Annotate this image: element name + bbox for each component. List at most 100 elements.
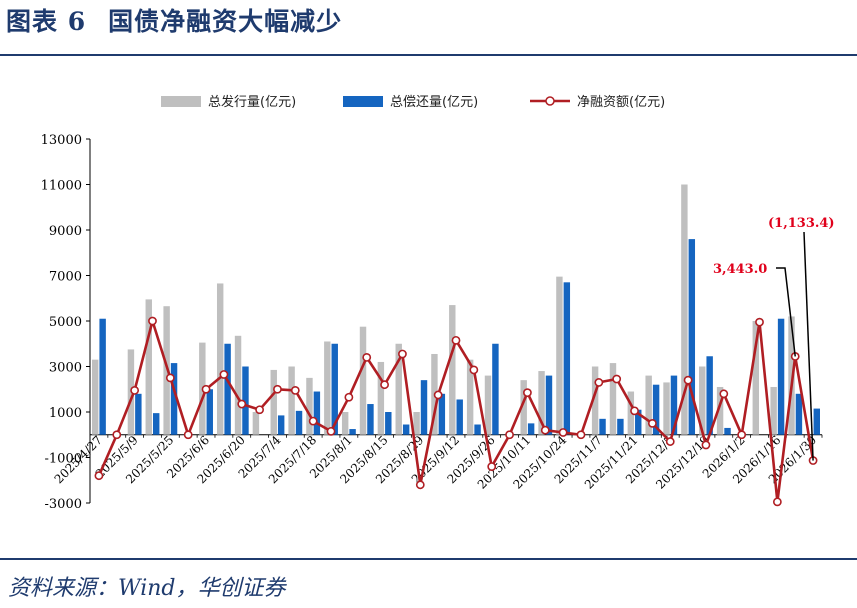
bar-issuance (359, 326, 367, 435)
y-tick-label: 5000 (49, 315, 82, 330)
bar-issuance (716, 386, 724, 435)
bar-repayment (635, 409, 642, 435)
bar-repayment (563, 282, 571, 435)
bar-repayment (385, 412, 392, 435)
y-tick-label: 3000 (49, 361, 82, 376)
bar-repayment (206, 389, 213, 435)
net-financing-point (772, 497, 782, 507)
bar-repayment (813, 408, 821, 435)
bar-repayment (277, 415, 285, 435)
bar-repayment (367, 404, 374, 435)
legend-label-net: 净融资额(亿元) (577, 95, 665, 110)
figure-title: 图表 6 国债净融资大幅减少 (6, 2, 342, 38)
bar-repayment (438, 393, 446, 435)
bar-repayment (295, 410, 303, 435)
bar-issuance (341, 412, 349, 435)
net-financing-point (94, 471, 104, 481)
bar-issuance (270, 369, 277, 435)
bar-issuance (449, 305, 456, 435)
bar-repayment (724, 427, 731, 435)
y-tick-label: 9000 (49, 224, 82, 239)
bar-issuance (591, 366, 599, 435)
footer-divider (0, 558, 857, 560)
bar-repayment (688, 239, 696, 435)
bar-repayment (224, 343, 231, 435)
bar-issuance (663, 382, 670, 435)
net-financing-point (469, 365, 479, 375)
bar-repayment (670, 375, 678, 435)
net-financing-point (523, 388, 532, 398)
net-financing-point (612, 374, 622, 384)
bar-repayment (599, 418, 606, 435)
bar-issuance (324, 341, 331, 435)
bar-repayment (242, 366, 249, 435)
y-tick-label: 11000 (41, 179, 82, 194)
net-financing-point (237, 399, 247, 409)
bar-repayment (545, 375, 553, 435)
bar-repayment (527, 423, 535, 435)
bar-repayment (170, 363, 178, 435)
bar-issuance (538, 371, 545, 435)
legend-label-issuance: 总发行量(亿元) (208, 94, 296, 110)
bar-issuance (395, 343, 402, 435)
legend-swatch-issuance (161, 96, 201, 107)
net-financing-point (112, 430, 122, 440)
y-tick-label: 1000 (49, 406, 82, 421)
figure-label: 图表 6 (6, 7, 87, 36)
net-financing-point (183, 430, 193, 440)
annotation-neg-1133: (1,133.4) (768, 216, 835, 231)
bar-issuance (770, 386, 777, 435)
net-financing-point (576, 430, 586, 440)
bars (91, 184, 821, 435)
bar-repayment (135, 393, 142, 435)
net-financing-point (219, 370, 229, 379)
bar-issuance (681, 184, 688, 435)
legend-label-repayment: 总偿还量(亿元) (390, 95, 478, 110)
net-financing-point (505, 430, 514, 440)
net-financing-point (433, 390, 443, 400)
bar-repayment (456, 399, 463, 435)
net-financing-point (647, 418, 657, 428)
bar-repayment (99, 318, 106, 435)
net-financing-point (540, 425, 550, 435)
net-financing-point (487, 462, 497, 471)
bar-issuance (216, 283, 224, 435)
bar-repayment (652, 384, 660, 435)
net-financing-point (398, 349, 407, 359)
bar-issuance (699, 366, 706, 435)
bar-issuance (788, 316, 795, 435)
bar-issuance (752, 321, 760, 435)
bar-repayment (474, 424, 481, 435)
net-financing-point (201, 384, 211, 394)
y-tick-label: 7000 (49, 270, 82, 285)
net-financing-point (255, 405, 265, 415)
bar-issuance (556, 276, 563, 435)
bar-issuance (520, 380, 527, 435)
bar-repayment (349, 429, 356, 435)
net-financing-point (165, 373, 175, 383)
bar-issuance (377, 361, 385, 435)
bar-issuance (234, 335, 242, 435)
bar-issuance (413, 412, 420, 435)
bar-issuance (91, 359, 99, 435)
source-note: 资料来源：Wind，华创证券 (8, 576, 286, 601)
annotations: 3,443.0 (1,133.4) (713, 216, 835, 461)
net-financing-point (630, 406, 639, 416)
header-divider (0, 54, 857, 56)
net-financing-point (130, 385, 140, 395)
bar-issuance (252, 412, 260, 435)
bar-repayment (313, 391, 321, 435)
net-financing-point (701, 440, 711, 450)
legend: 总发行量(亿元) 总偿还量(亿元) 净融资额(亿元) (161, 94, 665, 110)
annotation-leader-3443 (776, 267, 796, 357)
chart: 总发行量(亿元) 总偿还量(亿元) 净融资额(亿元) -3000 -1000 100… (41, 94, 835, 512)
net-financing-point (719, 389, 729, 399)
net-financing-point (273, 384, 282, 394)
bar-repayment (795, 393, 803, 435)
y-tick-label: -1000 (45, 452, 82, 467)
axes: -3000 -1000 1000 3000 5000 7000 9000 11000 13000… (41, 133, 823, 512)
bar-repayment (331, 343, 338, 435)
y-tick-label: -3000 (45, 497, 82, 512)
bar-repayment (152, 413, 160, 435)
annotation-3443: 3,443.0 (713, 262, 767, 277)
